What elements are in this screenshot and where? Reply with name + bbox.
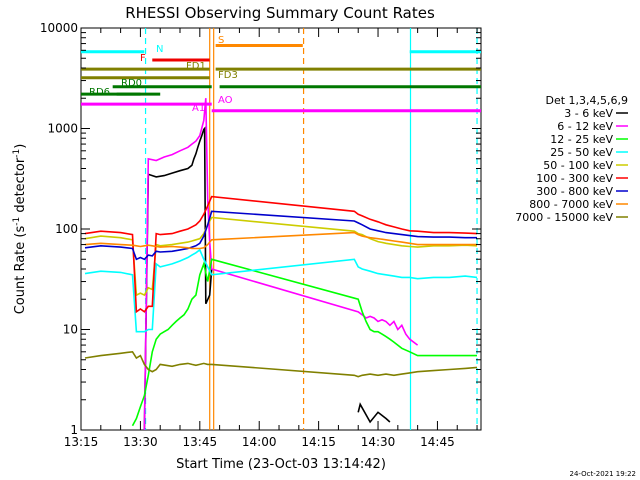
chart-title: RHESSI Observing Summary Count Rates <box>125 4 435 22</box>
x-tick-label: 14:00 <box>242 435 277 449</box>
y-tick-label: 1000 <box>47 122 78 136</box>
legend-label-50-100-kev: 50 - 100 keV <box>543 159 613 172</box>
footer-date: 24-Oct-2021 19:22 <box>570 470 636 478</box>
x-tick-label: 14:45 <box>420 435 455 449</box>
series-line-50-100-kev <box>84 216 478 297</box>
flag-label-rd6: RD6 <box>89 87 110 98</box>
legend-label-800-7000-kev: 800 - 7000 keV <box>529 198 613 211</box>
y-tick-label: 1 <box>70 423 78 437</box>
legend-label-100-300-kev: 100 - 300 keV <box>536 172 613 185</box>
x-tick-label: 14:30 <box>361 435 396 449</box>
flag-label-fd3: FD3 <box>218 70 238 81</box>
y-tick-label: 10000 <box>40 21 78 35</box>
axes: 1 10 100 1000 10000 13:15 13:30 13:45 14:00 14:15… <box>40 21 481 449</box>
legend-label-300-800-kev: 300 - 800 keV <box>536 185 613 198</box>
series-line-800-7000-kev <box>84 231 477 250</box>
series-line-7000-15000-kev <box>84 350 478 378</box>
flag-label-f: F <box>140 53 146 64</box>
legend-title: Det 1,3,4,5,6,9 <box>545 94 628 107</box>
x-tick-label: 14:15 <box>301 435 336 449</box>
y-tick-label: 10 <box>63 323 78 337</box>
flag-label-ao: AO <box>218 95 233 106</box>
flag-label-rd0: RD0 <box>121 78 142 89</box>
legend-label-7000-15000-kev: 7000 - 15000 keV <box>515 211 613 224</box>
x-tick-label: 13:45 <box>183 435 218 449</box>
flag-label-a1: A1 <box>192 103 205 114</box>
series-line-3-6-kev <box>143 126 391 431</box>
flag-label-n: N <box>156 44 163 55</box>
series-line-100-300-kev <box>84 195 478 314</box>
flag-label-s: S <box>218 35 224 46</box>
x-tick-label: 13:15 <box>64 435 99 449</box>
legend-label-3-6-kev: 3 - 6 keV <box>564 107 613 120</box>
series-line-300-800-kev <box>84 210 477 261</box>
plot-area: N S F FD1 FD3 RD0 RD6 AO A1 <box>81 28 481 431</box>
y-tick-label: 100 <box>55 222 78 236</box>
flag-label-fd1: FD1 <box>186 61 206 72</box>
x-axis-label: Start Time (23-Oct-03 13:14:42) <box>176 457 386 472</box>
series-line-12-25-kev <box>131 258 477 427</box>
legend-label-6-12-kev: 6 - 12 keV <box>557 120 613 133</box>
y-axis-label: Count Rate (s-1 detector-1) <box>12 144 28 315</box>
series-line-25-50-kev <box>84 248 478 333</box>
series-line-6-12-kev <box>143 98 419 431</box>
legend-label-12-25-kev: 12 - 25 keV <box>550 133 613 146</box>
x-tick-label: 13:30 <box>123 435 158 449</box>
legend-label-25-50-kev: 25 - 50 keV <box>550 146 613 159</box>
